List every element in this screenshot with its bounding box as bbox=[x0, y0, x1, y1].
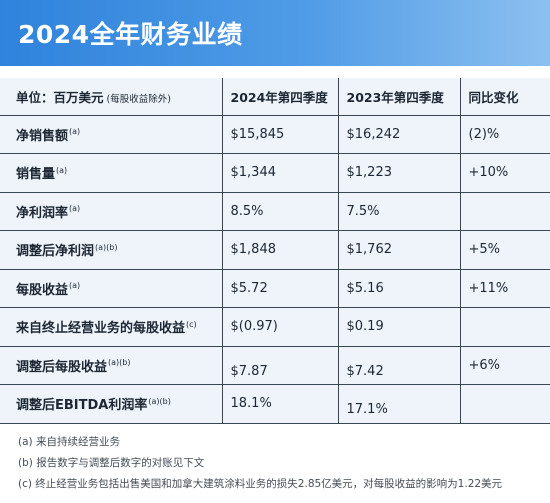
footnote-ref: (a)(b) bbox=[95, 242, 118, 252]
cell-yoy: +10% bbox=[459, 153, 550, 193]
cell-q4-2024: 8.5% bbox=[221, 192, 338, 231]
cell-q4-2024: $(0.97) bbox=[221, 307, 338, 347]
table-row: 销售量(a) $1,344 $1,223 +10% bbox=[0, 153, 550, 193]
row-label-text: 调整后每股收益 bbox=[16, 359, 108, 375]
row-label-text: 调整后EBITDA利润率 bbox=[16, 398, 148, 414]
footnote-ref: (a) bbox=[69, 204, 81, 214]
footnote-ref: (a) bbox=[69, 281, 81, 291]
cell-yoy bbox=[459, 192, 550, 231]
cell-q4-2024: $7.87 bbox=[221, 346, 338, 385]
table-row: 来自终止经营业务的每股收益(c) $(0.97) $0.19 bbox=[0, 307, 550, 347]
cell-q4-2024: $5.72 bbox=[221, 269, 338, 308]
table-row: 每股收益(a) $5.72 $5.16 +11% bbox=[0, 269, 550, 308]
cell-q4-2023: $0.19 bbox=[337, 307, 460, 347]
cell-yoy: +6% bbox=[459, 346, 550, 385]
row-label-text: 净销售额 bbox=[16, 128, 69, 144]
table-row: 调整后EBITDA利润率(a)(b) 18.1% 17.1% bbox=[0, 384, 550, 424]
footnote-a: (a) 来自持续经营业务 bbox=[18, 436, 120, 448]
row-label: 调整后净利润(a)(b) bbox=[0, 230, 222, 270]
cell-q4-2024: $1,848 bbox=[221, 230, 338, 270]
cell-yoy bbox=[459, 384, 550, 424]
unit-note: (每股收益除外) bbox=[106, 93, 171, 105]
row-label-text: 调整后净利润 bbox=[16, 244, 95, 260]
cell-q4-2023: 7.5% bbox=[337, 192, 460, 231]
row-label: 净销售额(a) bbox=[0, 115, 222, 154]
row-label: 调整后EBITDA利润率(a)(b) bbox=[0, 384, 222, 424]
cell-q4-2023: $16,242 bbox=[337, 115, 460, 154]
cell-yoy: (2)% bbox=[459, 115, 550, 154]
footnotes: (a) 来自持续经营业务 (b) 报告数字与调整后数字的对账见下文 (c) 终止… bbox=[18, 432, 548, 495]
table-header-row: 单位：百万美元 (每股收益除外) 2024年第四季度 2023年第四季度 同比变化 bbox=[0, 78, 550, 116]
cell-yoy: +5% bbox=[459, 230, 550, 270]
cell-q4-2023: $1,223 bbox=[337, 153, 460, 193]
page-title: 2024全年财务业绩 bbox=[18, 20, 243, 49]
footnote-ref: (c) bbox=[186, 319, 197, 329]
cell-q4-2024: 18.1% bbox=[221, 384, 338, 424]
row-label-text: 净利润率 bbox=[16, 205, 69, 221]
cell-q4-2023: 17.1% bbox=[337, 384, 460, 424]
row-label-text: 销售量 bbox=[16, 167, 56, 183]
cell-yoy: +11% bbox=[459, 269, 550, 308]
footnote-c: (c) 终止经营业务包括出售美国和加拿大建筑涂料业务的损失2.85亿美元，对每股… bbox=[18, 478, 503, 490]
col-header-q4-2023: 2023年第四季度 bbox=[337, 78, 460, 116]
cell-q4-2024: $15,845 bbox=[221, 115, 338, 154]
row-label: 调整后每股收益(a)(b) bbox=[0, 346, 222, 385]
row-label: 净利润率(a) bbox=[0, 192, 222, 231]
row-label-text: 来自终止经营业务的每股收益 bbox=[16, 321, 186, 337]
row-label: 来自终止经营业务的每股收益(c) bbox=[0, 307, 222, 347]
cell-q4-2023: $1,762 bbox=[337, 230, 460, 270]
title-banner: 2024全年财务业绩 bbox=[0, 0, 550, 66]
cell-q4-2024: $1,344 bbox=[221, 153, 338, 193]
table-row: 调整后净利润(a)(b) $1,848 $1,762 +5% bbox=[0, 230, 550, 270]
table-row: 调整后每股收益(a)(b) $7.87 $7.42 +6% bbox=[0, 346, 550, 385]
unit-label: 单位：百万美元 bbox=[16, 89, 104, 105]
table-row: 净利润率(a) 8.5% 7.5% bbox=[0, 192, 550, 231]
row-label: 销售量(a) bbox=[0, 153, 222, 193]
footnote-b: (b) 报告数字与调整后数字的对账见下文 bbox=[18, 457, 205, 469]
cell-q4-2023: $5.16 bbox=[337, 269, 460, 308]
unit-header: 单位：百万美元 (每股收益除外) bbox=[0, 78, 222, 116]
financial-results-table-container: 单位：百万美元 (每股收益除外) 2024年第四季度 2023年第四季度 同比变化… bbox=[0, 78, 550, 424]
row-label-text: 每股收益 bbox=[16, 282, 69, 298]
footnote-ref: (a)(b) bbox=[108, 358, 131, 368]
cell-yoy bbox=[459, 307, 550, 347]
table-row: 净销售额(a) $15,845 $16,242 (2)% bbox=[0, 115, 550, 154]
row-label: 每股收益(a) bbox=[0, 269, 222, 308]
footnote-ref: (a) bbox=[69, 127, 81, 137]
footnote-ref: (a)(b) bbox=[148, 396, 171, 406]
col-header-yoy: 同比变化 bbox=[459, 78, 550, 116]
financial-results-table: 单位：百万美元 (每股收益除外) 2024年第四季度 2023年第四季度 同比变化… bbox=[0, 78, 550, 424]
cell-q4-2023: $7.42 bbox=[337, 346, 460, 385]
footnote-ref: (a) bbox=[56, 165, 68, 175]
col-header-q4-2024: 2024年第四季度 bbox=[221, 78, 338, 116]
